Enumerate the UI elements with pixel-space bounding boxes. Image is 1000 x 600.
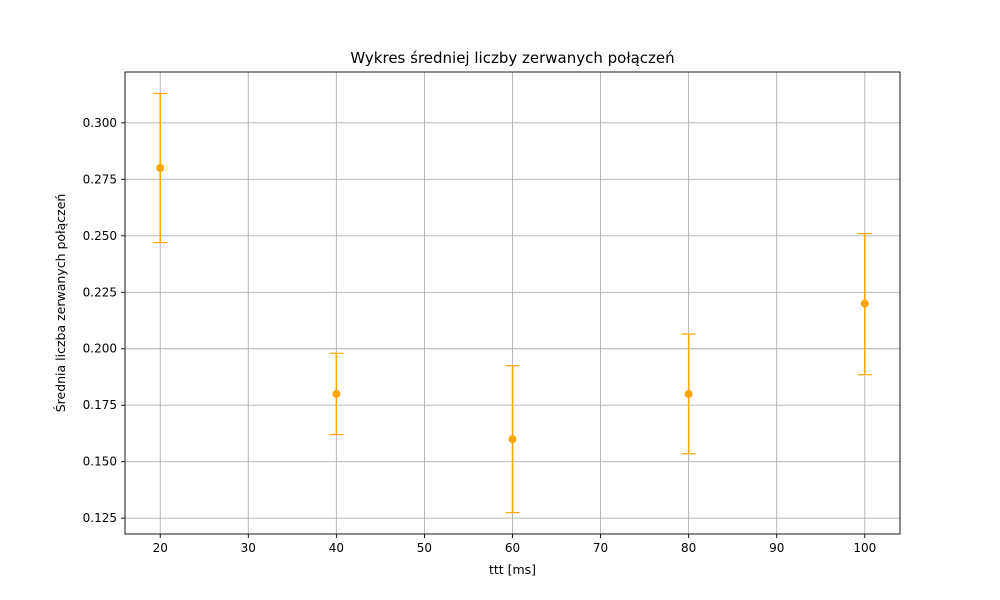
grid [125,72,900,534]
x-tick-label: 50 [417,541,432,555]
data-point [860,299,869,308]
x-tick-label: 80 [681,541,696,555]
y-axis-ticks: 0.125 0.150 0.175 0.200 0.225 0.250 0.275 0.300 [83,116,125,525]
x-axis-ticks: 20 30 40 50 60 70 80 90 100 [153,534,876,555]
y-tick-label: 0.225 [83,285,117,299]
y-tick-label: 0.275 [83,172,117,186]
chart-title: Wykres średniej liczby zerwanych połącze… [350,49,674,67]
y-tick-label: 0.175 [83,398,117,412]
y-tick-label: 0.250 [83,229,117,243]
x-tick-label: 20 [153,541,168,555]
x-tick-label: 70 [593,541,608,555]
x-tick-label: 60 [505,541,520,555]
y-tick-label: 0.125 [83,511,117,525]
data-point [156,164,165,173]
data-series [153,92,872,514]
data-point [508,435,517,444]
y-tick-label: 0.300 [83,116,117,130]
y-tick-label: 0.150 [83,455,117,469]
x-tick-label: 90 [769,541,784,555]
y-axis-label: Średnia liczba zerwanych połączeń [53,194,68,413]
data-point [684,389,693,398]
data-point [332,389,341,398]
x-axis-label: ttt [ms] [489,562,536,577]
x-tick-label: 40 [329,541,344,555]
x-tick-label: 30 [241,541,256,555]
y-tick-label: 0.200 [83,342,117,356]
x-tick-label: 100 [853,541,876,555]
